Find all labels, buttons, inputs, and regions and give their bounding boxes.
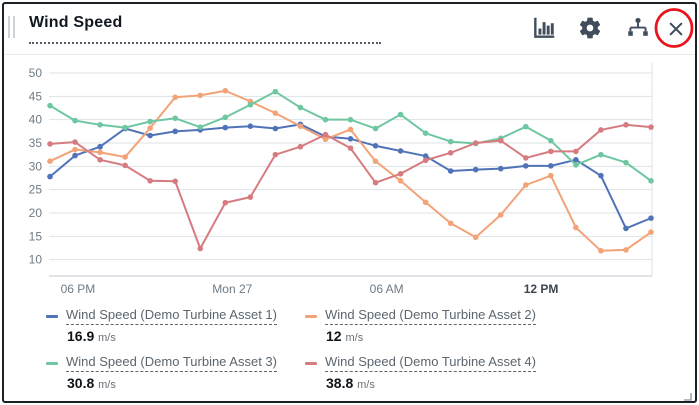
series-color-swatch <box>305 314 317 318</box>
svg-text:30: 30 <box>29 159 43 173</box>
widget-drag-handle[interactable] <box>8 16 15 38</box>
legend-label[interactable]: Wind Speed (Demo Turbine Asset 4) <box>325 354 536 372</box>
svg-text:Mon 27: Mon 27 <box>212 282 252 296</box>
legend-value: 12 m/s <box>326 328 364 344</box>
svg-text:15: 15 <box>29 229 43 243</box>
legend-item: Wind Speed (Demo Turbine Asset 1) 16.9 m… <box>46 307 305 347</box>
line-chart[interactable]: 10 15 20 25 30 35 40 45 50 06 PM Mon 27 06 AM 12 PM <box>4 57 695 307</box>
legend-item: Wind Speed (Demo Turbine Asset 4) 38.8 m… <box>305 354 564 394</box>
svg-text:45: 45 <box>29 89 43 103</box>
close-icon[interactable] <box>665 18 691 44</box>
legend-unit: m/s <box>345 332 364 344</box>
title-dotted-underline <box>29 42 381 44</box>
legend-value: 30.8 m/s <box>67 375 116 391</box>
series-color-swatch <box>46 314 58 318</box>
legend-item: Wind Speed (Demo Turbine Asset 2) 12 m/s <box>305 307 564 347</box>
settings-gear-icon[interactable] <box>577 15 603 41</box>
header-divider <box>4 54 695 55</box>
series-color-swatch <box>46 361 58 365</box>
svg-text:20: 20 <box>29 206 43 220</box>
legend-unit: m/s <box>98 379 116 391</box>
chart-canvas: 10 15 20 25 30 35 40 45 50 06 PM Mon 27 06 AM 12 PM <box>29 63 654 296</box>
legend-unit: m/s <box>98 332 116 344</box>
resize-grip-icon[interactable] <box>682 388 692 401</box>
series-color-swatch <box>305 361 317 365</box>
hierarchy-icon[interactable] <box>625 15 651 41</box>
legend-value: 38.8 m/s <box>326 375 375 391</box>
chart-legend: Wind Speed (Demo Turbine Asset 1) 16.9 m… <box>46 307 564 394</box>
bar-chart-icon[interactable] <box>531 15 557 41</box>
legend-label[interactable]: Wind Speed (Demo Turbine Asset 3) <box>66 354 277 372</box>
legend-value: 16.9 m/s <box>67 328 116 344</box>
legend-unit: m/s <box>357 379 375 391</box>
svg-text:06 PM: 06 PM <box>61 282 96 296</box>
svg-text:10: 10 <box>29 253 43 267</box>
legend-item: Wind Speed (Demo Turbine Asset 3) 30.8 m… <box>46 354 305 394</box>
svg-text:06 AM: 06 AM <box>370 282 404 296</box>
svg-text:35: 35 <box>29 136 43 150</box>
svg-text:50: 50 <box>29 66 43 80</box>
legend-label[interactable]: Wind Speed (Demo Turbine Asset 1) <box>66 307 277 325</box>
widget-title: Wind Speed <box>29 14 123 31</box>
legend-label[interactable]: Wind Speed (Demo Turbine Asset 2) <box>325 307 536 325</box>
svg-text:40: 40 <box>29 113 43 127</box>
svg-text:25: 25 <box>29 183 43 197</box>
svg-text:12 PM: 12 PM <box>524 282 559 296</box>
